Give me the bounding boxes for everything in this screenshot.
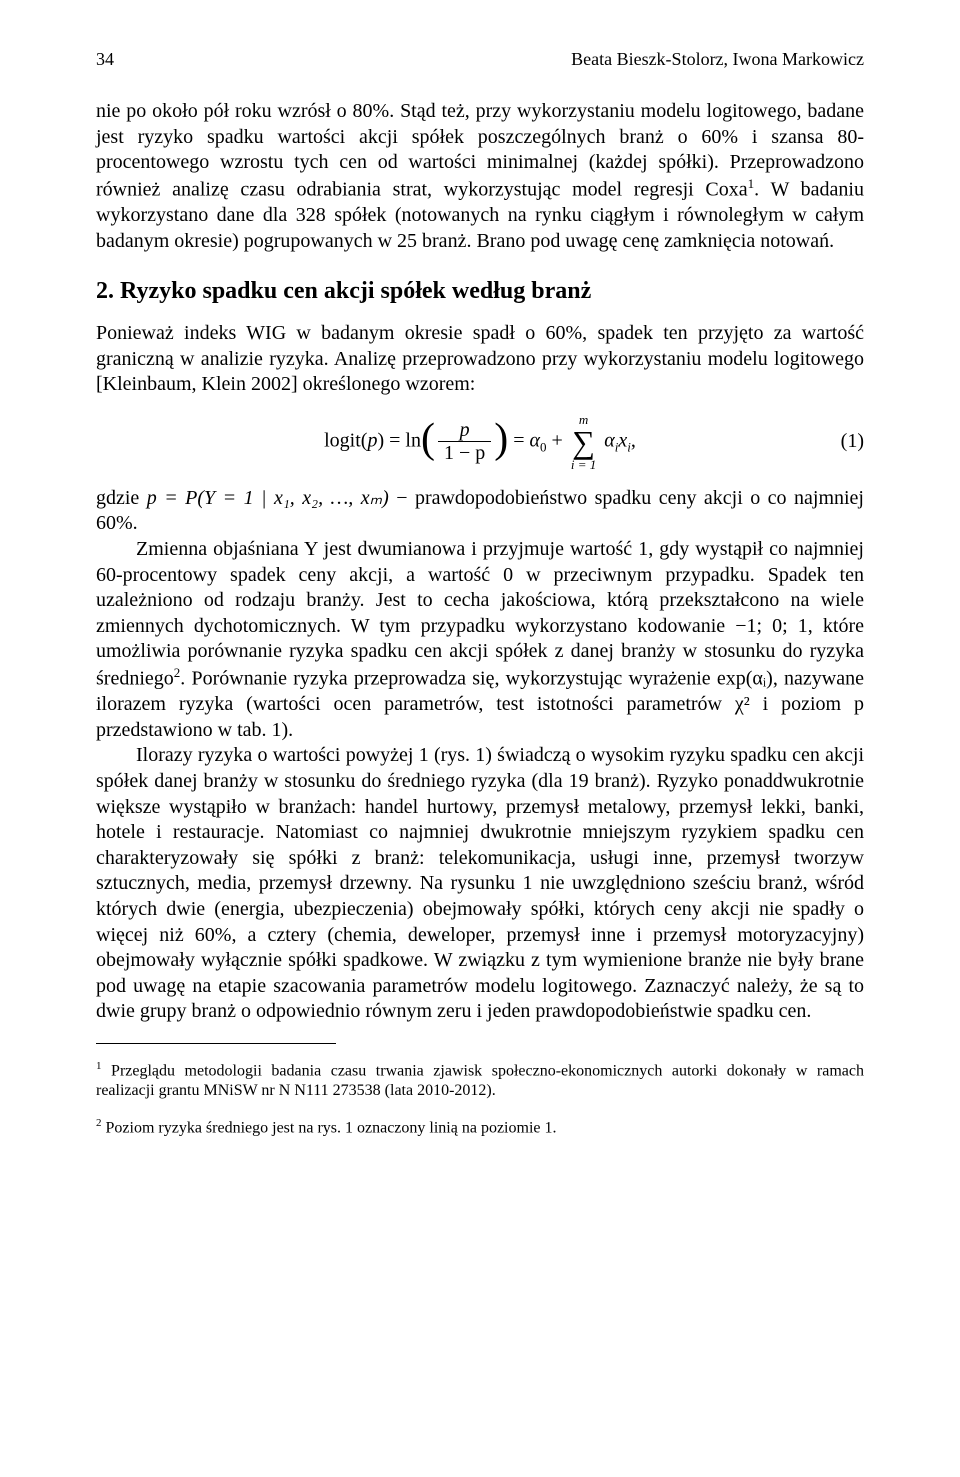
footnote-1: 1 Przeglądu metodologii badania czasu tr… [96, 1060, 864, 1101]
paragraph-3: gdzie p = P(Y = 1 | x₁, x₂, …, xₘ) − pra… [96, 486, 864, 537]
equation-1-body: logit(p) = ln( p 1 − p ) = α0 + m ∑ i = … [324, 413, 636, 471]
sigma-icon: ∑ [571, 426, 596, 458]
eq-sum-below: i = 1 [571, 458, 596, 471]
paragraph-4: Zmienna objaśniana Y jest dwumianowa i p… [96, 537, 864, 743]
eq-frac-num: p [438, 419, 491, 442]
equation-1: logit(p) = ln( p 1 − p ) = α0 + m ∑ i = … [96, 412, 864, 472]
paragraph-5: Ilorazy ryzyka o wartości powyżej 1 (rys… [96, 743, 864, 1025]
eq-alpha0: α [530, 429, 541, 451]
eq-ln-label: ln [405, 429, 421, 451]
p3-formula: p = P(Y = 1 | x₁, x₂, …, xₘ) [147, 487, 389, 509]
paragraph-2: Ponieważ indeks WIG w badanym okresie sp… [96, 321, 864, 398]
p4-text-b: . Porównanie ryzyka przeprowadza się, wy… [96, 668, 864, 741]
eq-alpha-i: α [604, 429, 615, 451]
section-heading: 2. Ryzyko spadku cen akcji spółek według… [96, 276, 864, 307]
eq-logit-label: logit [324, 429, 361, 451]
eq-alpha0-sub: 0 [540, 439, 547, 454]
eq-fraction: p 1 − p [438, 419, 491, 464]
eq-logit-arg: p [367, 429, 377, 451]
eq-frac-den: 1 − p [438, 442, 491, 464]
running-header: 34 Beata Bieszk-Stolorz, Iwona Markowicz [96, 48, 864, 71]
paragraph-1: nie po około pół roku wzrósł o 80%. Stąd… [96, 99, 864, 254]
header-authors: Beata Bieszk-Stolorz, Iwona Markowicz [571, 48, 864, 71]
footnote-2: 2 Poziom ryzyka średniego jest na rys. 1… [96, 1117, 864, 1138]
page: 34 Beata Bieszk-Stolorz, Iwona Markowicz… [0, 0, 960, 1477]
footnote-1-text: Przeglądu metodologii badania czasu trwa… [96, 1062, 864, 1099]
page-number: 34 [96, 48, 114, 71]
eq-trail: , [631, 429, 636, 451]
eq-x-i: x [618, 429, 627, 451]
equation-number: (1) [841, 429, 864, 455]
footnote-separator [96, 1043, 336, 1044]
footnote-2-text: Poziom ryzyka średniego jest na rys. 1 o… [102, 1120, 557, 1137]
p3-prefix: gdzie [96, 487, 147, 509]
eq-sum: m ∑ i = 1 [571, 413, 596, 471]
